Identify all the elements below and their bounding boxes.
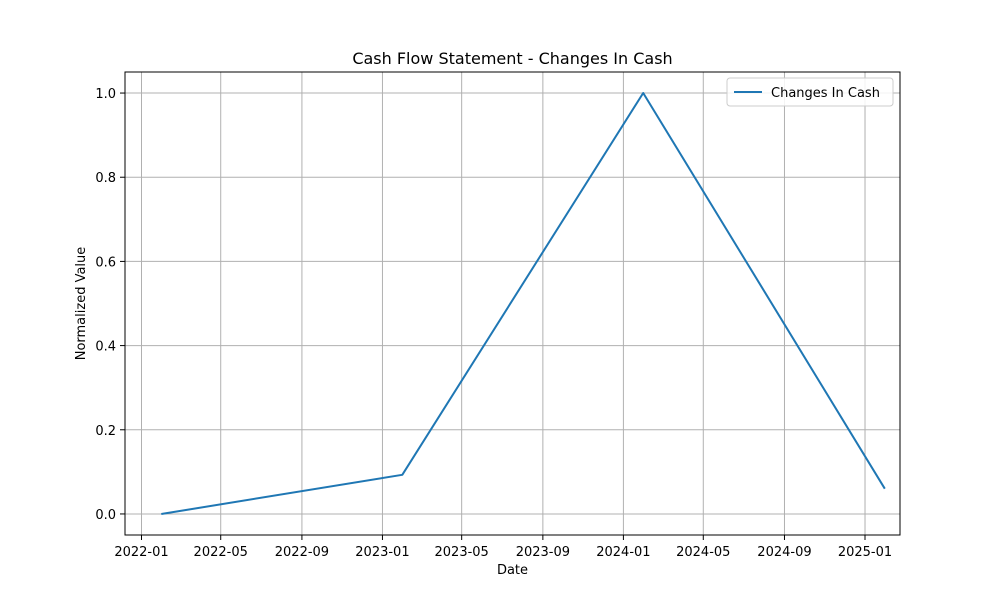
y-tick-label: 0.2 [95,424,116,439]
plot-frame [124,71,901,536]
x-tick-label: 2023-01 [355,545,409,560]
y-axis: 0.0 0.2 0.4 0.6 0.8 1.0 [95,87,125,523]
x-tick-label: 2025-01 [838,545,892,560]
x-tick-label: 2024-01 [596,545,650,560]
x-axis: 2022-01 2022-05 2022-09 2023-01 2023-05 2023-… [114,535,892,560]
x-tick-label: 2023-09 [516,545,570,560]
series-layer [161,92,886,515]
series-line-0 [161,92,886,515]
chart-title: Cash Flow Statement - Changes In Cash [352,49,672,68]
y-tick-label: 0.4 [95,340,116,355]
legend: Changes In Cash [726,77,894,107]
y-tick-label: 1.0 [95,87,116,102]
grid-lines [125,72,900,535]
y-tick-label: 0.6 [95,255,116,270]
x-tick-label: 2022-01 [114,545,168,560]
y-tick-label: 0.0 [95,508,116,523]
x-tick-label: 2024-05 [676,545,730,560]
x-tick-label: 2024-09 [757,545,811,560]
y-tick-label: 0.8 [95,171,116,186]
x-tick-label: 2022-05 [194,545,248,560]
y-axis-title: Normalized Value [74,247,89,361]
x-tick-label: 2023-05 [435,545,489,560]
legend-box [726,77,894,107]
legend-label: Changes In Cash [771,86,880,101]
x-axis-title: Date [497,563,528,578]
x-tick-label: 2022-09 [275,545,329,560]
